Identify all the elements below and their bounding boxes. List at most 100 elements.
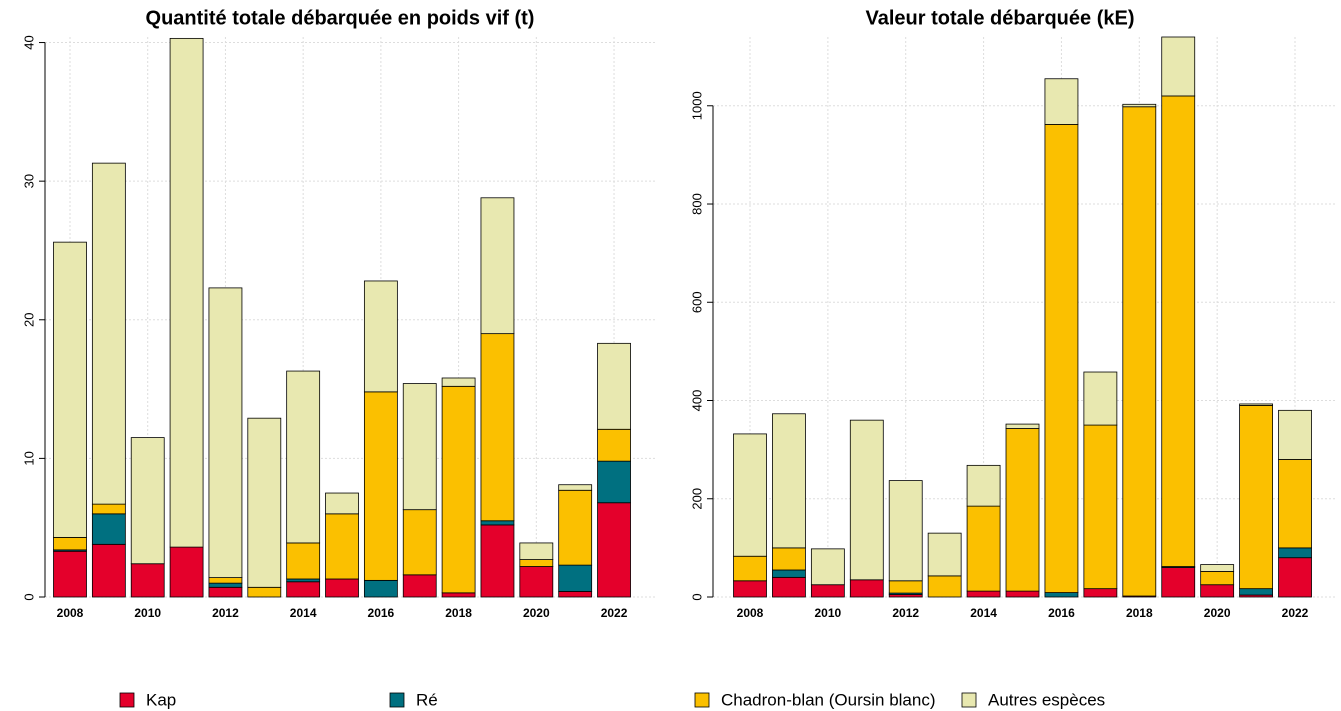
bar-segment — [733, 580, 767, 598]
bar-segment — [733, 555, 767, 582]
bar-segment — [1239, 403, 1273, 406]
bar-segment — [558, 484, 593, 491]
bar-segment — [208, 287, 243, 578]
x-tick-label: 2014 — [970, 606, 997, 620]
bar-segment — [1044, 78, 1079, 125]
legend-label: Kap — [146, 690, 176, 709]
bar-segment — [480, 197, 515, 335]
bar-segment — [966, 590, 1001, 598]
bar-segment — [402, 574, 437, 598]
bar-segment — [810, 584, 845, 598]
bar-segment — [597, 428, 631, 462]
bar-segment — [597, 502, 631, 598]
legend-label: Ré — [416, 690, 438, 709]
chart-title: Valeur totale débarquée (kE) — [866, 7, 1135, 29]
x-tick-label: 2010 — [815, 606, 842, 620]
bar-segment — [1278, 409, 1312, 460]
bar-segment — [402, 509, 437, 576]
bar-segment — [519, 566, 554, 598]
bar-segment — [286, 370, 321, 544]
bar-segment — [888, 480, 923, 582]
x-tick-label: 2016 — [1048, 606, 1075, 620]
bar-segment — [772, 569, 806, 578]
bar-segment — [1005, 590, 1040, 598]
bar-segment — [91, 503, 126, 515]
bar-segment — [247, 586, 282, 598]
y-tick-label: 40 — [21, 35, 36, 49]
bar-segment — [558, 564, 593, 592]
bar-segment — [733, 433, 767, 557]
x-tick-label: 2018 — [1126, 606, 1153, 620]
bar-segment — [325, 578, 359, 598]
bar-segment — [480, 333, 515, 522]
bar-segment — [169, 37, 204, 548]
bar-segment — [441, 385, 476, 594]
bar-segment — [363, 391, 398, 581]
y-tick-label: 400 — [689, 390, 704, 412]
bar-segment — [927, 532, 962, 577]
bar-segment — [286, 542, 321, 580]
bar-segment — [1083, 588, 1118, 598]
bar-segment — [1005, 423, 1040, 429]
bar-segment — [480, 524, 515, 598]
bar-segment — [1200, 584, 1235, 598]
bar-segment — [169, 546, 204, 598]
chart-title: Quantité totale débarquée en poids vif (… — [146, 7, 535, 29]
y-tick-label: 200 — [689, 488, 704, 510]
legend-swatch — [694, 692, 710, 708]
x-tick-label: 2008 — [737, 606, 764, 620]
bar-segment — [441, 592, 476, 598]
x-tick-label: 2020 — [523, 606, 550, 620]
bar-segment — [130, 437, 165, 565]
bar-segment — [1005, 428, 1040, 592]
bar-segment — [558, 489, 593, 566]
bar-segment — [53, 550, 87, 598]
y-tick-label: 20 — [21, 313, 36, 327]
bar-segment — [519, 542, 554, 560]
bar-segment — [966, 505, 1001, 592]
bar-segment — [1278, 459, 1312, 549]
bar-segment — [53, 536, 87, 551]
bar-segment — [286, 578, 321, 583]
x-tick-label: 2014 — [290, 606, 317, 620]
bar-segment — [1161, 36, 1196, 97]
bar-segment — [363, 280, 398, 393]
y-tick-label: 10 — [21, 451, 36, 465]
bar-segment — [1161, 567, 1196, 598]
x-tick-label: 2012 — [212, 606, 239, 620]
x-tick-label: 2016 — [368, 606, 395, 620]
bar-segment — [558, 591, 593, 598]
bar-segment — [208, 586, 243, 598]
x-tick-label: 2018 — [445, 606, 472, 620]
bar-segment — [519, 559, 554, 567]
bar-segment — [888, 580, 923, 594]
bar-segment — [597, 460, 631, 504]
x-tick-label: 2010 — [134, 606, 161, 620]
bar-segment — [849, 419, 884, 581]
legend-swatch — [119, 692, 135, 708]
bar-segment — [480, 520, 515, 526]
legend-label: Autres espèces — [988, 690, 1105, 709]
x-tick-label: 2022 — [601, 606, 628, 620]
bar-segment — [1278, 557, 1312, 598]
bar-segment — [325, 513, 359, 580]
bar-segment — [1161, 95, 1196, 567]
bar-segment — [1122, 103, 1157, 108]
y-tick-label: 1000 — [689, 91, 704, 120]
y-tick-label: 30 — [21, 174, 36, 188]
bar-segment — [325, 492, 359, 515]
bar-segment — [441, 377, 476, 387]
y-tick-label: 0 — [689, 593, 704, 600]
bar-segment — [849, 579, 884, 598]
bar-segment — [91, 543, 126, 598]
bar-segment — [1278, 547, 1312, 559]
y-tick-label: 800 — [689, 193, 704, 215]
legend-label: Chadron-blan (Oursin blanc) — [721, 690, 936, 709]
bar-segment — [91, 513, 126, 545]
bar-segment — [772, 547, 806, 571]
bar-segment — [286, 581, 321, 598]
bar-segment — [208, 582, 243, 588]
x-tick-label: 2008 — [57, 606, 84, 620]
bar-segment — [1083, 424, 1118, 590]
